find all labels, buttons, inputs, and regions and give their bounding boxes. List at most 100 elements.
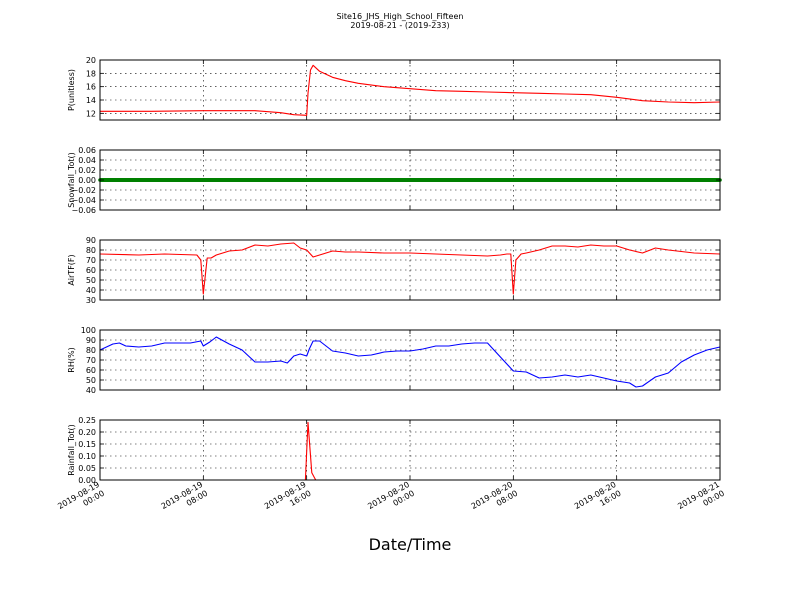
series-point [546,178,550,182]
series-point [550,178,554,182]
panel-2: −0.06−0.04−0.020.000.020.040.06Snowfall_… [67,146,722,215]
y-tick-label: 0.00 [78,176,96,185]
series-point [222,178,226,182]
y-tick-label: 40 [86,286,96,295]
series-point [614,178,618,182]
series-point [474,178,478,182]
y-tick-label: 0.04 [78,156,96,165]
y-tick-label: 14 [86,96,96,105]
series-point [534,178,538,182]
series-point [694,178,698,182]
series-point [314,178,318,182]
series-point [710,178,714,182]
series-line [99,336,721,388]
series-point [542,178,546,182]
series-point [406,178,410,182]
series-point [350,178,354,182]
series-point [234,178,238,182]
series-point [162,178,166,182]
series-point [630,178,634,182]
series-point [318,178,322,182]
series-point [106,178,110,182]
y-tick-label: 60 [86,366,96,375]
series-point [130,178,134,182]
series-point [266,178,270,182]
panel-1: 12 14 16 18 20 P(unitless) [67,56,721,121]
series-point [690,178,694,182]
y-axis-label: AirTF(F) [67,254,76,285]
series-point [682,178,686,182]
series-point [606,178,610,182]
series-point [570,178,574,182]
y-tick-label: 90 [86,336,96,345]
series-point [362,178,366,182]
series-point [278,178,282,182]
series-point [238,178,242,182]
series-point [378,178,382,182]
y-axis-label: Rainfall_Tot() [67,424,76,476]
series-point [258,178,262,182]
y-tick-label: 18 [86,69,96,78]
y-tick-label: −0.02 [71,186,96,195]
series-point [386,178,390,182]
y-tick-label: −0.06 [71,206,96,215]
series-point [214,178,218,182]
y-tick-label: 0.25 [78,416,96,425]
series-point [598,178,602,182]
series-point [402,178,406,182]
series-point [538,178,542,182]
series-point [446,178,450,182]
series-point [514,178,518,182]
series-point [150,178,154,182]
series-point [246,178,250,182]
series-point [414,178,418,182]
series-point [138,178,142,182]
series-point [454,178,458,182]
series-point [478,178,482,182]
series-point [290,178,294,182]
y-tick-label: 80 [86,246,96,255]
series-point [670,178,674,182]
series-point [334,178,338,182]
series-point [626,178,630,182]
series-point [306,178,310,182]
y-tick-label: 90 [86,236,96,245]
series-point [590,178,594,182]
series-point [578,178,582,182]
series-point [374,178,378,182]
series-point [310,178,314,182]
series-point [430,178,434,182]
series-point [650,178,654,182]
series-point [562,178,566,182]
series-point [202,178,206,182]
series-point [118,178,122,182]
series-line [99,242,721,295]
series-point [342,178,346,182]
y-tick-label: 30 [86,296,96,305]
y-tick-label: −0.04 [71,196,96,205]
series-point [302,178,306,182]
series-point [462,178,466,182]
series-point [510,178,514,182]
series-point [254,178,258,182]
series-point [230,178,234,182]
series-point [142,178,146,182]
series-point [678,178,682,182]
y-tick-label: 0.10 [78,452,96,461]
series-point [226,178,230,182]
y-axis-label: Snowfall_Tot() [67,152,76,208]
y-tick-label: 0.00 [78,476,96,485]
series-point [358,178,362,182]
series-point [554,178,558,182]
y-tick-label: 40 [86,386,96,395]
y-tick-label: 20 [86,56,96,65]
series-point [218,178,222,182]
series-point [706,178,710,182]
